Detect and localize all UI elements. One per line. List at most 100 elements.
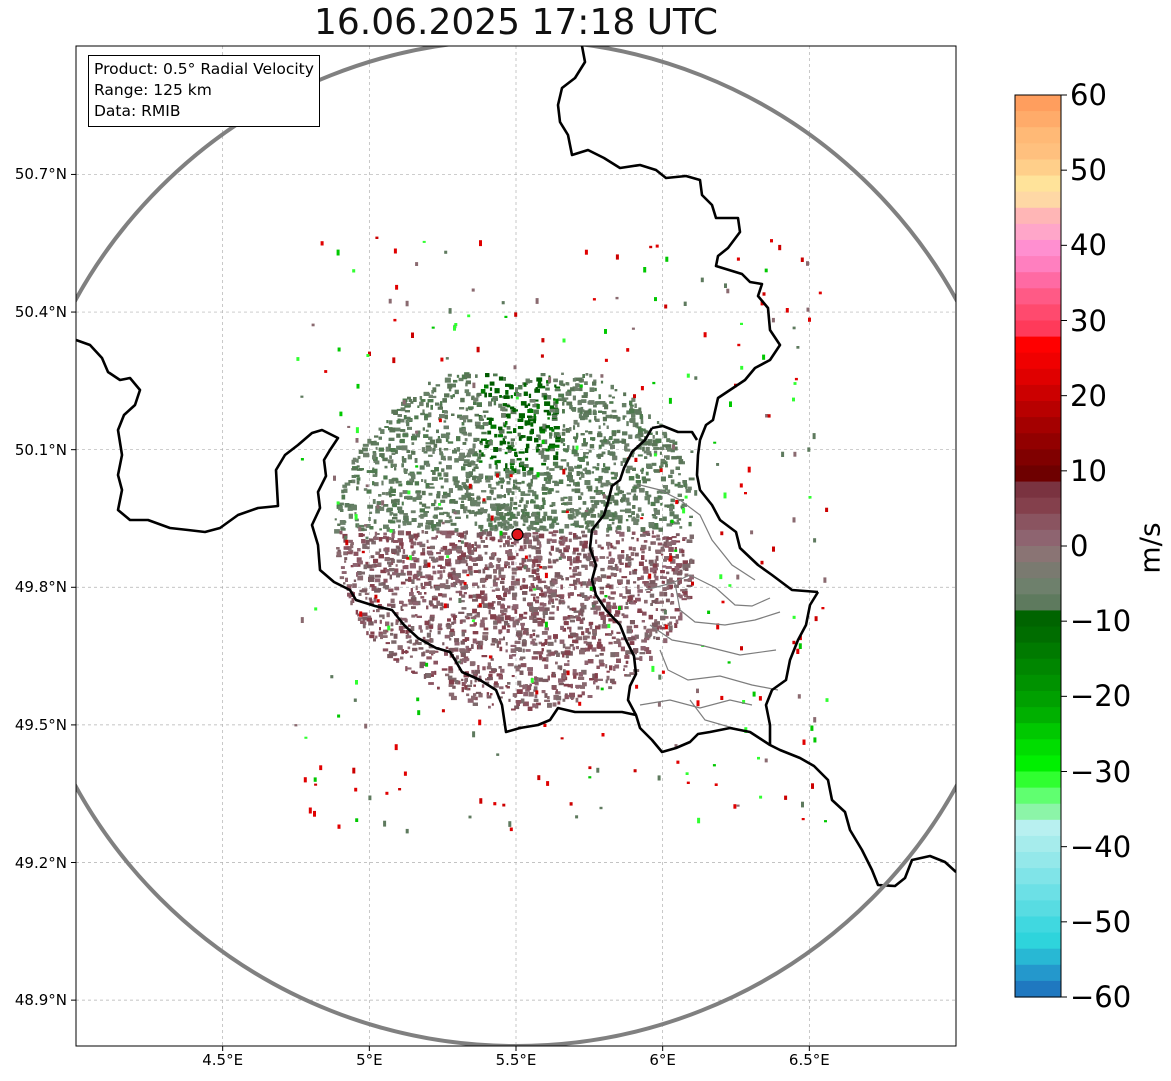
echo-cell <box>454 638 460 643</box>
echo-cell <box>628 546 633 551</box>
echo-cell <box>459 416 464 420</box>
echo-cell <box>448 668 454 674</box>
echo-cell <box>493 447 498 452</box>
echo-cell <box>472 631 479 635</box>
echo-cell <box>368 597 372 600</box>
echo-cell <box>541 497 546 502</box>
echo-cell <box>604 509 611 515</box>
echo-cell <box>639 414 643 419</box>
echo-cell <box>386 527 390 532</box>
echo-cell <box>444 410 448 414</box>
echo-cell <box>461 678 464 682</box>
echo-cell <box>412 647 418 652</box>
echo-cell <box>565 428 570 433</box>
echo-cell <box>625 497 630 503</box>
echo-cell <box>565 391 570 396</box>
echo-cell <box>437 623 443 627</box>
echo-cell <box>531 656 538 660</box>
echo-cell <box>601 442 605 447</box>
echo-cell <box>427 483 434 486</box>
echo-cell <box>629 672 635 675</box>
echo-cell <box>575 536 582 540</box>
echo-cell <box>603 422 606 426</box>
echo-cell <box>572 669 577 674</box>
echo-cell <box>359 533 365 537</box>
echo-cell <box>605 679 608 684</box>
echo-cell <box>676 572 682 576</box>
echo-cell <box>644 496 650 501</box>
echo-cell <box>655 608 658 611</box>
echo-cell <box>625 601 628 605</box>
echo-cell <box>468 594 473 599</box>
echo-cell <box>452 685 456 689</box>
echo-cell <box>584 521 588 525</box>
echo-cell <box>481 655 488 658</box>
echo-cell <box>658 489 662 494</box>
echo-cell <box>649 593 655 598</box>
echo-cell <box>389 494 392 498</box>
echo-cell <box>398 483 403 487</box>
echo-cell <box>480 640 484 646</box>
echo-cell <box>408 624 411 627</box>
echo-cell <box>512 604 519 609</box>
echo-cell <box>558 479 564 484</box>
echo-cell <box>511 468 517 473</box>
echo-cell <box>573 419 578 425</box>
echo-cell <box>610 384 614 390</box>
echo-cell <box>524 464 529 468</box>
echo-cell <box>393 540 399 543</box>
echo-cell <box>674 483 680 487</box>
echo-cell <box>533 556 539 561</box>
echo-cell <box>501 691 505 694</box>
echo-cell <box>558 549 562 554</box>
echo-cell <box>551 502 556 507</box>
echo-cell <box>629 571 632 575</box>
echo-cell <box>407 418 413 421</box>
echo-cell <box>526 685 532 691</box>
echo-cell <box>595 654 599 657</box>
echo-cell <box>600 482 605 486</box>
echo-cell <box>606 583 610 586</box>
echo-cell <box>516 552 519 557</box>
echo-cell <box>422 427 425 431</box>
echo-cell <box>502 585 505 591</box>
echo-cell <box>524 448 529 453</box>
echo-cell <box>519 562 524 566</box>
echo-cell <box>525 504 528 508</box>
echo-cell <box>417 405 420 408</box>
echo-cell <box>548 491 552 494</box>
echo-cell <box>371 564 375 568</box>
echo-cell <box>532 638 537 641</box>
echo-cell <box>488 673 493 679</box>
echo-cell <box>616 566 619 571</box>
echo-cell <box>428 436 433 440</box>
echo-cell <box>625 557 631 561</box>
echo-cell <box>380 569 387 574</box>
echo-cell <box>605 664 608 669</box>
echo-cell <box>619 490 624 494</box>
echo-cell <box>514 453 518 456</box>
echo-cell <box>583 392 588 396</box>
echo-cell <box>498 569 502 575</box>
echo-cell <box>533 537 539 542</box>
echo-cell <box>617 519 623 524</box>
echo-cell <box>608 518 615 521</box>
echo-cell <box>611 636 616 640</box>
echo-cell <box>667 584 672 590</box>
echo-cell <box>508 549 512 554</box>
echo-cell <box>465 373 471 379</box>
echo-cell <box>402 458 407 463</box>
echo-cell <box>667 622 670 626</box>
echo-cell <box>536 617 542 621</box>
echo-cell <box>420 582 423 587</box>
echo-cell <box>562 443 566 446</box>
echo-cell <box>568 595 571 599</box>
echo-cell <box>533 412 536 417</box>
echo-cell <box>603 482 609 487</box>
echo-cell <box>425 429 429 432</box>
echo-cell <box>479 418 484 421</box>
echo-cell <box>480 442 483 446</box>
echo-cell <box>336 551 342 557</box>
echo-cell <box>638 428 643 433</box>
echo-cell <box>656 627 659 631</box>
